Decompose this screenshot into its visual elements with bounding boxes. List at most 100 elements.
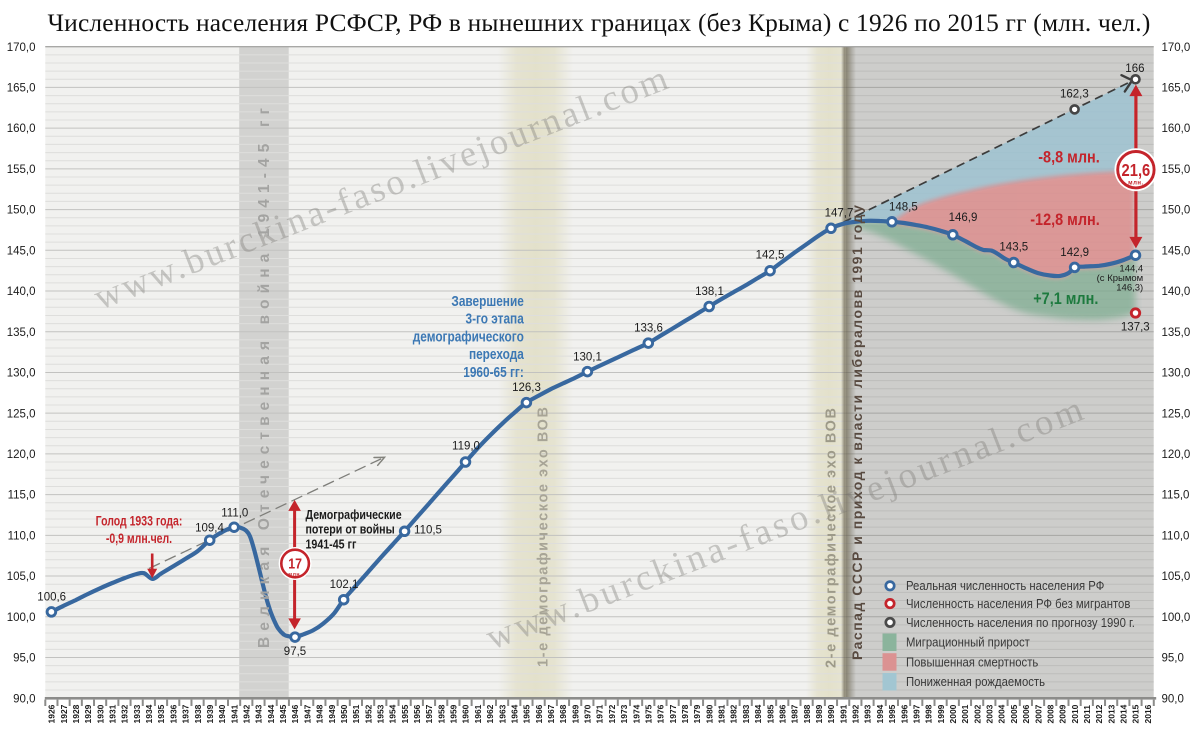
svg-text:(с Крымом: (с Крымом (1097, 273, 1144, 284)
svg-text:115,0: 115,0 (1162, 490, 1190, 502)
svg-text:1963: 1963 (497, 704, 507, 723)
svg-text:Распад СССР и приход к власти: Распад СССР и приход к власти либераловв… (849, 205, 865, 660)
svg-text:1959: 1959 (449, 704, 459, 723)
svg-text:105,0: 105,0 (7, 571, 36, 583)
svg-text:1985: 1985 (765, 704, 775, 723)
svg-text:133,6: 133,6 (634, 323, 663, 335)
svg-text:1974: 1974 (631, 704, 641, 723)
svg-text:155,0: 155,0 (1162, 164, 1191, 176)
svg-text:1977: 1977 (668, 704, 678, 723)
svg-text:1933: 1933 (132, 704, 142, 723)
svg-text:2001: 2001 (960, 704, 970, 723)
svg-text:1961: 1961 (473, 704, 483, 723)
svg-text:95,0: 95,0 (1162, 653, 1184, 665)
svg-text:160,0: 160,0 (1162, 123, 1191, 135)
svg-text:1996: 1996 (899, 704, 909, 723)
svg-text:1932: 1932 (120, 704, 130, 723)
svg-text:1931: 1931 (108, 704, 118, 723)
svg-text:111,0: 111,0 (221, 508, 248, 520)
svg-text:1927: 1927 (59, 704, 69, 723)
svg-text:Голод 1933 года:: Голод 1933 года: (96, 513, 183, 529)
svg-text:1944: 1944 (266, 704, 276, 723)
svg-text:1981: 1981 (717, 704, 727, 723)
svg-text:1969: 1969 (570, 704, 580, 723)
svg-text:1994: 1994 (875, 704, 885, 723)
svg-text:Повышенная смертность: Повышенная смертность (906, 655, 1038, 670)
svg-text:2009: 2009 (1058, 704, 1068, 723)
svg-text:1935: 1935 (156, 704, 166, 723)
svg-text:1971: 1971 (595, 704, 605, 723)
svg-text:135,0: 135,0 (1162, 327, 1191, 339)
svg-text:2-е демографическое эхо ВОВ: 2-е демографическое эхо ВОВ (824, 408, 840, 668)
svg-text:2016: 2016 (1143, 704, 1153, 723)
svg-text:1929: 1929 (83, 704, 93, 723)
svg-text:1949: 1949 (327, 704, 337, 723)
svg-text:1989: 1989 (814, 704, 824, 723)
svg-text:2006: 2006 (1021, 704, 1031, 723)
svg-text:1962: 1962 (485, 704, 495, 723)
svg-text:1984: 1984 (753, 704, 763, 723)
svg-text:1975: 1975 (643, 704, 653, 723)
svg-text:100,0: 100,0 (1162, 612, 1191, 624)
svg-text:-12,8 млн.: -12,8 млн. (1030, 211, 1100, 229)
svg-text:146,9: 146,9 (949, 212, 978, 224)
svg-text:1943: 1943 (254, 704, 264, 723)
svg-text:150,0: 150,0 (7, 205, 36, 217)
svg-text:3-го этапа: 3-го этапа (465, 310, 524, 327)
svg-text:119,0: 119,0 (452, 440, 480, 452)
svg-text:1973: 1973 (619, 704, 629, 723)
svg-text:Численность населения РФ без м: Численность населения РФ без мигрантов (906, 596, 1130, 611)
svg-text:2005: 2005 (1009, 704, 1019, 723)
svg-text:1-е демографическое эхо ВОВ: 1-е демографическое эхо ВОВ (536, 407, 552, 667)
svg-text:1934: 1934 (144, 704, 154, 723)
svg-text:165,0: 165,0 (7, 83, 36, 95)
svg-text:1951: 1951 (351, 704, 361, 723)
svg-text:1953: 1953 (375, 704, 385, 723)
svg-text:2004: 2004 (997, 704, 1007, 723)
svg-text:1978: 1978 (680, 704, 690, 723)
svg-text:140,0: 140,0 (1162, 286, 1191, 298)
svg-text:120,0: 120,0 (7, 449, 36, 461)
svg-text:1930: 1930 (95, 704, 105, 723)
svg-text:1936: 1936 (168, 704, 178, 723)
svg-text:110,5: 110,5 (414, 524, 442, 536)
svg-text:130,0: 130,0 (7, 368, 36, 380)
svg-text:1990: 1990 (826, 704, 836, 723)
svg-text:90,0: 90,0 (1162, 693, 1184, 705)
svg-text:150,0: 150,0 (1162, 205, 1191, 217)
svg-text:145,0: 145,0 (7, 245, 36, 257)
svg-text:148,5: 148,5 (889, 202, 918, 214)
svg-text:1940: 1940 (217, 704, 227, 723)
svg-text:165,0: 165,0 (1162, 83, 1191, 95)
svg-text:1941-45 гг: 1941-45 гг (306, 536, 357, 551)
svg-text:2014: 2014 (1119, 704, 1129, 723)
svg-text:Великая Отечественная война 19: Великая Отечественная война 1941-45 гг (256, 107, 273, 648)
svg-text:2010: 2010 (1070, 704, 1080, 723)
svg-text:1999: 1999 (936, 704, 946, 723)
svg-text:Демографические: Демографические (306, 507, 403, 522)
svg-text:Миграционный прирост: Миграционный прирост (906, 635, 1030, 650)
svg-text:130,0: 130,0 (1162, 368, 1191, 380)
svg-text:1926: 1926 (47, 704, 57, 723)
svg-text:160,0: 160,0 (7, 123, 36, 135)
svg-text:1988: 1988 (802, 704, 812, 723)
svg-text:1968: 1968 (558, 704, 568, 723)
svg-text:138,1: 138,1 (695, 286, 724, 298)
svg-text:109,4: 109,4 (195, 523, 224, 535)
svg-text:110,0: 110,0 (1162, 530, 1190, 542)
svg-text:1987: 1987 (790, 704, 800, 723)
svg-text:105,0: 105,0 (1162, 571, 1191, 583)
svg-text:1997: 1997 (911, 704, 921, 723)
svg-text:146,3): 146,3) (1116, 283, 1143, 294)
svg-text:демографического: демографического (413, 328, 524, 345)
svg-text:125,0: 125,0 (7, 408, 36, 420)
svg-text:120,0: 120,0 (1162, 449, 1191, 461)
svg-text:потери от войны: потери от войны (306, 522, 395, 537)
svg-text:1995: 1995 (887, 704, 897, 723)
svg-text:перехода: перехода (469, 346, 524, 363)
svg-text:143,5: 143,5 (999, 242, 1028, 254)
svg-text:95,0: 95,0 (13, 653, 35, 665)
svg-text:100,6: 100,6 (37, 592, 66, 604)
svg-text:2000: 2000 (948, 704, 958, 723)
svg-text:2008: 2008 (1045, 704, 1055, 723)
